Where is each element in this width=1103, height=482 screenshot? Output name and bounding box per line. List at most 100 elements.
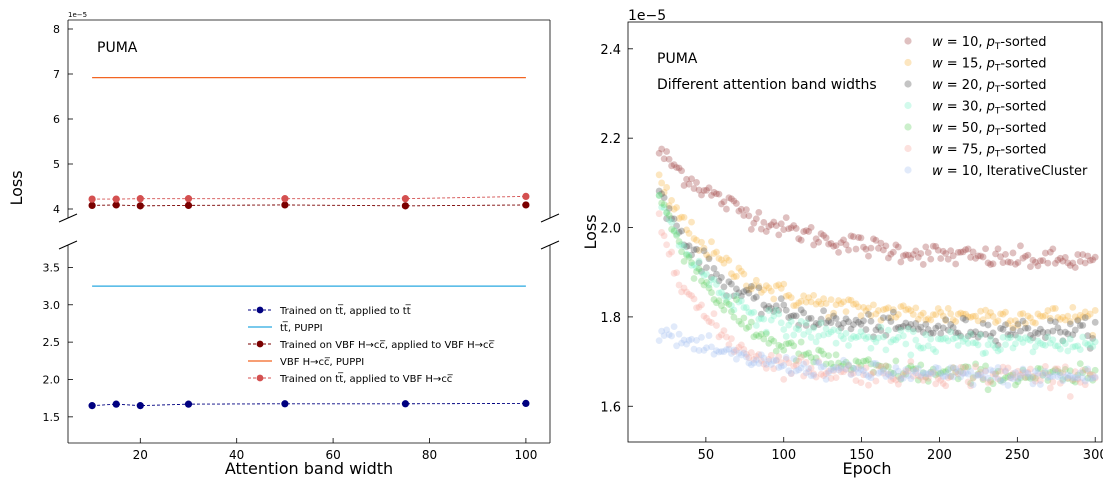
right-annotation-subtitle: Different attention band widths	[657, 77, 877, 93]
right-scatter-point-4	[884, 363, 892, 371]
right-x-tick-label: 300	[1083, 448, 1103, 463]
right-scatter-point-4	[665, 211, 673, 219]
right-scatter-point-2	[755, 284, 763, 292]
right-scatter-point-6	[1081, 377, 1089, 385]
right-scatter-point-6	[1044, 374, 1052, 381]
right-scatter-point-1	[1034, 310, 1042, 318]
right-scatter-point-6	[732, 355, 740, 363]
right-scatter-point-4	[1091, 366, 1099, 374]
right-scatter-point-5	[954, 370, 962, 378]
right-scatter-point-2	[1041, 334, 1049, 342]
right-scatter-point-6	[947, 364, 955, 372]
right-scatter-point-4	[688, 259, 695, 267]
right-scatter-point-1	[894, 311, 902, 318]
right-scatter-point-3	[1002, 341, 1009, 349]
right-scatter-point-3	[698, 269, 705, 276]
right-scatter-point-1	[982, 306, 989, 314]
right-scatter-point-3	[1064, 347, 1072, 355]
right-scatter-point-5	[802, 358, 810, 366]
right-scatter-point-5	[732, 346, 740, 354]
right-scatter-point-4	[922, 373, 930, 381]
right-scatter-point-5	[992, 370, 999, 378]
right-scatter-point-3	[909, 328, 917, 336]
right-scatter-point-5	[1079, 366, 1087, 374]
right-scatter-point-6	[850, 364, 857, 372]
right-legend-label-6: w = 10, IterativeCluster	[932, 164, 1088, 179]
right-scatter-point-5	[1081, 381, 1089, 389]
right-scatter-point-0	[904, 251, 912, 259]
left-legend-label-0: Trained on tt̅, applied to tt̅	[279, 304, 412, 317]
right-scatter-point-1	[755, 282, 763, 290]
right-scatter-point-6	[992, 374, 999, 381]
right-scatter-point-5	[1044, 371, 1052, 378]
right-scatter-point-0	[740, 212, 748, 219]
right-scatter-point-5	[805, 368, 813, 376]
legend-text-part: IterativeCluster	[987, 164, 1088, 179]
left-series-point-4	[88, 195, 96, 203]
right-scatter-point-6	[760, 354, 768, 362]
left-legend-label-3: VBF H→cc̅, PUPPI	[280, 357, 364, 368]
right-scatter-point-2	[820, 307, 828, 315]
right-scatter-point-6	[842, 365, 850, 373]
right-scatter-point-2	[802, 322, 810, 329]
right-scatter-point-4	[663, 209, 671, 216]
axis-break-mark-2	[540, 213, 560, 223]
right-scatter-point-6	[695, 347, 703, 354]
right-scatter-point-1	[850, 300, 857, 308]
right-scatter-point-0	[977, 252, 984, 260]
right-scatter-point-0	[1054, 256, 1062, 264]
right-scatter-point-6	[800, 360, 808, 368]
right-scatter-point-2	[1017, 327, 1024, 335]
right-scatter-point-5	[997, 367, 1004, 375]
right-scatter-point-5	[1056, 379, 1064, 387]
right-scatter-point-3	[987, 335, 994, 343]
right-scatter-point-3	[660, 204, 668, 211]
right-scatter-point-1	[807, 298, 815, 306]
right-scatter-point-0	[815, 238, 823, 246]
right-scatter-point-2	[870, 333, 877, 341]
right-scatter-point-5	[847, 370, 855, 378]
right-scatter-point-6	[762, 360, 770, 368]
right-scatter-point-1	[1066, 318, 1074, 325]
right-scatter-point-4	[765, 339, 773, 347]
right-scatter-point-5	[962, 363, 970, 371]
right-scatter-point-2	[757, 310, 765, 318]
right-scatter-point-0	[867, 244, 875, 252]
right-scatter-point-2	[685, 242, 693, 250]
right-scatter-point-0	[887, 250, 895, 258]
right-scatter-point-5	[887, 377, 895, 384]
right-scatter-point-4	[919, 369, 927, 377]
right-scatter-point-0	[693, 179, 700, 186]
right-scatter-point-0	[942, 250, 950, 257]
right-scatter-point-4	[830, 363, 837, 371]
right-scatter-point-6	[730, 346, 738, 354]
right-scatter-point-6	[1032, 367, 1039, 375]
right-scatter-point-3	[842, 330, 850, 337]
right-scatter-point-4	[1036, 365, 1044, 373]
right-scatter-point-5	[688, 292, 695, 300]
right-scatter-point-5	[835, 364, 842, 372]
right-scatter-point-4	[949, 364, 957, 372]
left-series-point-2	[112, 201, 120, 209]
right-scatter-point-2	[957, 332, 965, 340]
right-scatter-point-5	[977, 369, 984, 376]
right-scatter-point-3	[899, 332, 907, 340]
right-scatter-point-2	[1076, 322, 1084, 329]
right-scatter-point-4	[767, 335, 775, 343]
right-scatter-point-4	[937, 369, 945, 377]
right-scatter-point-5	[777, 359, 785, 367]
right-scatter-point-6	[954, 367, 962, 375]
right-scatter-point-3	[705, 281, 713, 289]
right-scatter-point-6	[1009, 375, 1017, 383]
right-scatter-point-3	[1012, 340, 1019, 348]
right-scatter-point-5	[660, 232, 668, 240]
right-scatter-point-3	[919, 344, 927, 352]
legend-text-part: w	[932, 35, 943, 50]
right-scatter-point-0	[1079, 251, 1087, 258]
right-scatter-point-5	[1032, 377, 1039, 385]
right-scatter-point-5	[1046, 384, 1054, 392]
right-legend-marker-5	[904, 144, 912, 153]
right-scatter-point-6	[720, 348, 728, 355]
right-x-tick-label: 50	[698, 448, 715, 463]
right-scatter-point-2	[663, 215, 671, 222]
